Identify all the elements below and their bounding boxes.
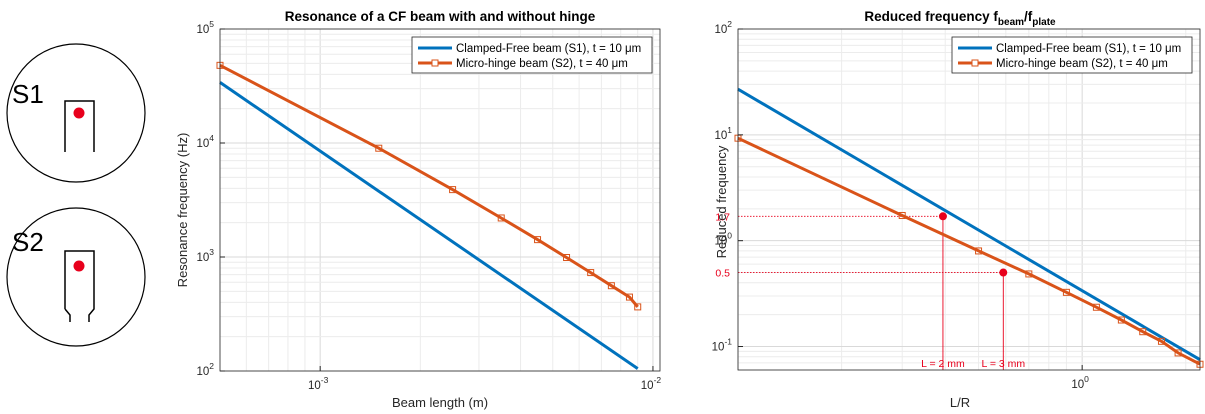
- legend-marker: [971, 59, 979, 67]
- series-marker: [375, 144, 383, 152]
- schematic-s1: S1: [6, 43, 146, 183]
- y-tick-label: 104: [196, 133, 214, 150]
- series-marker: [497, 214, 505, 222]
- annotation-y-label: 0.5: [715, 268, 730, 280]
- legend-entry-1: Micro-hinge beam (S2), t = 40 μm: [456, 58, 628, 70]
- annotation-y-label: 1.7: [715, 211, 730, 223]
- beam-outline: [64, 100, 95, 152]
- chart-reduced-frequency: Reduced frequency fbeam/fplate L/R Reduc…: [712, 9, 1204, 410]
- y-tick-label: 100: [714, 231, 732, 248]
- chart-title: Reduced frequency fbeam/fplate: [864, 9, 1056, 28]
- series-marker: [449, 186, 457, 194]
- chart-resonance-frequency: Resonance of a CF beam with and without …: [175, 9, 661, 410]
- legend-box: [411, 36, 653, 74]
- x-tick-label: 10-2: [641, 375, 662, 392]
- x-tick-label: 10-3: [308, 375, 329, 392]
- y-axis-label: Reduced frequency: [714, 145, 729, 258]
- series-marker: [1062, 288, 1070, 296]
- measurement-point-icon: [73, 107, 85, 119]
- x-axis-label: L/R: [950, 395, 970, 410]
- axes: 100 10-1 100 101 102: [712, 19, 1201, 391]
- series-marker: [1092, 303, 1100, 311]
- series-marker: [563, 253, 571, 261]
- series-marker: [607, 282, 615, 290]
- series-marker: [1139, 328, 1147, 336]
- schematic-label-s1: S1: [12, 79, 44, 109]
- series-line-0: [219, 81, 639, 370]
- y-tick-label: 105: [196, 19, 214, 36]
- series-marker: [975, 247, 983, 255]
- axes: 10-3 10-2 102 103 104 105: [196, 19, 661, 392]
- specimen-disc: [6, 43, 146, 183]
- legend-entry-1: Micro-hinge beam (S2), t = 40 μm: [996, 58, 1168, 70]
- title-mid: /f: [1024, 9, 1033, 24]
- x-axis-label: Beam length (m): [392, 395, 488, 410]
- title-main: Reduced frequency f: [864, 9, 998, 24]
- series-line-1: [737, 136, 1201, 366]
- legend: Clamped-Free beam (S1), t = 10 μm Micro-h…: [411, 36, 653, 74]
- annotation-x-label: L = 3 mm: [981, 358, 1025, 370]
- series-marker: [625, 293, 633, 301]
- series-line-1: [219, 63, 639, 308]
- legend-box: [951, 36, 1193, 74]
- hinged-beam-outline: [64, 250, 95, 322]
- annotation-layer: 1.7 L = 2 mm 0.5 L = 3 mm: [715, 211, 1025, 370]
- series-marker: [1117, 316, 1125, 324]
- specimen-disc: [6, 207, 146, 347]
- annotation-point: [938, 212, 947, 221]
- y-axis-label: Resonance frequency (Hz): [175, 133, 190, 288]
- series-layer: [216, 61, 642, 370]
- y-tick-label: 102: [196, 361, 214, 378]
- axes-box: [219, 28, 661, 372]
- legend-entry-0: Clamped-Free beam (S1), t = 10 μm: [996, 43, 1181, 55]
- y-tick-label: 10-1: [712, 337, 733, 354]
- series-marker: [587, 269, 595, 277]
- y-tick-label: 102: [714, 19, 732, 36]
- annotation-point: [999, 268, 1008, 277]
- series-marker: [1174, 349, 1182, 357]
- schematic-label-s2: S2: [12, 227, 44, 257]
- title-subscript-beam: beam: [998, 17, 1024, 28]
- legend-entry-0: Clamped-Free beam (S1), t = 10 μm: [456, 43, 641, 55]
- annotation-x-label: L = 2 mm: [921, 358, 965, 370]
- measurement-point-icon: [73, 260, 85, 272]
- series-line-0: [737, 87, 1201, 361]
- y-tick-label: 103: [196, 247, 214, 264]
- grid: [219, 28, 660, 372]
- x-tick-label: 100: [1071, 374, 1089, 391]
- chart-title: Resonance of a CF beam with and without …: [285, 9, 596, 24]
- y-tick-label: 101: [714, 125, 732, 142]
- legend: Clamped-Free beam (S1), t = 10 μm Micro-h…: [951, 36, 1193, 74]
- plot-area: [220, 29, 660, 371]
- axes-box: [737, 28, 1201, 371]
- series-marker: [1025, 270, 1033, 278]
- schematic-s2: S2: [6, 207, 146, 347]
- series-marker: [634, 303, 642, 311]
- title-subscript-plate: plate: [1032, 17, 1056, 28]
- legend-marker: [431, 59, 439, 67]
- series-marker: [898, 211, 906, 219]
- series-marker: [534, 236, 542, 244]
- series-layer: [734, 87, 1204, 368]
- series-marker: [1157, 337, 1165, 345]
